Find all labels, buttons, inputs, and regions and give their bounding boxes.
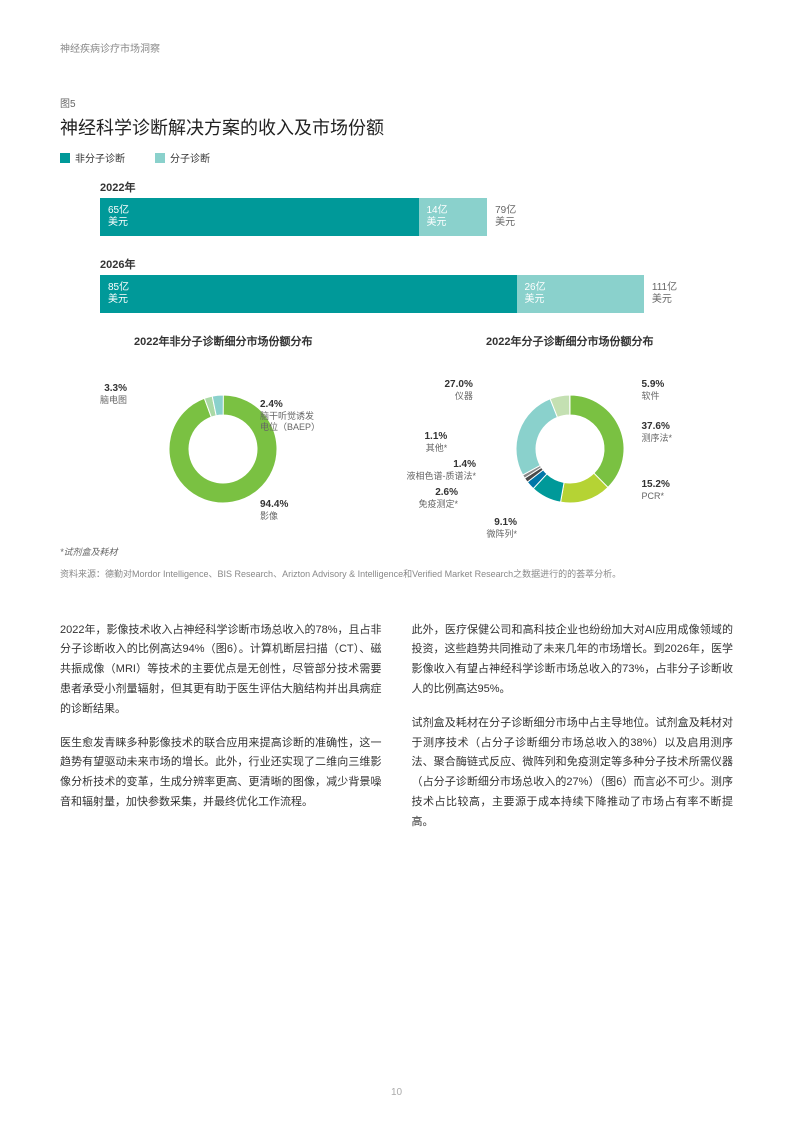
donut-slice-label: 2.4%脑干听觉诱发电位（BAEP）: [260, 399, 320, 433]
donut-slice-label: 9.1%微阵列*: [487, 517, 518, 540]
bar-year-label: 2022年: [100, 179, 733, 195]
legend-item: 非分子诊断: [60, 150, 125, 165]
donut-chart: 2022年非分子诊断细分市场份额分布 94.4%影像 2.4%脑干听觉诱发电位（BA…: [60, 333, 387, 539]
doc-header: 神经疾病诊疗市场洞察: [60, 40, 733, 55]
bar-year-group: 2026年 85亿美元26亿美元111亿美元: [100, 256, 733, 313]
figure-label: 图5: [60, 95, 733, 110]
legend-label: 分子诊断: [170, 150, 210, 165]
body-paragraph: 试剂盒及耗材在分子诊断细分市场中占主导地位。试剂盒及耗材对于测序技术（占分子诊断…: [412, 714, 734, 833]
donut-slice-label: 15.2%PCR*: [642, 479, 670, 502]
bar-segment: 65亿美元: [100, 198, 419, 236]
page-number: 10: [391, 1087, 402, 1098]
legend-swatch: [155, 153, 165, 163]
body-text: 2022年，影像技术收入占神经科学诊断市场总收入的78%，且占非分子诊断收入的比…: [60, 621, 733, 847]
chart-footnote: *试剂盒及耗材: [60, 545, 733, 558]
donut-title: 2022年非分子诊断细分市场份额分布: [60, 333, 387, 349]
donut-slice: [570, 395, 624, 487]
body-paragraph: 医生愈发青睐多种影像技术的联合应用来提高诊断的准确性，这一趋势有望驱动未来市场的…: [60, 734, 382, 813]
donut-wrap: 94.4%影像 2.4%脑干听觉诱发电位（BAEP） 3.3%脑电图: [60, 359, 387, 539]
donut-slice-label: 27.0%仪器: [445, 379, 473, 402]
body-column-left: 2022年，影像技术收入占神经科学诊断市场总收入的78%，且占非分子诊断收入的比…: [60, 621, 382, 847]
donut-chart: 2022年分子诊断细分市场份额分布 37.6%测序法* 15.2%PCR* 9.1%微…: [407, 333, 734, 539]
donut-slice-label: 1.1%其他*: [425, 431, 448, 454]
bar-segment: 26亿美元: [517, 275, 644, 313]
chart-source: 资料来源：德勤对Mordor Intelligence、BIS Research…: [60, 568, 733, 581]
donut-slice-label: 2.6%免疫测定*: [419, 487, 459, 510]
figure-5: 图5 神经科学诊断解决方案的收入及市场份额 非分子诊断 分子诊断 2022年 65亿…: [60, 95, 733, 581]
body-paragraph: 此外，医疗保健公司和高科技企业也纷纷加大对AI应用成像领域的投资，这些趋势共同推…: [412, 621, 734, 700]
donut-svg: [510, 389, 630, 509]
legend-swatch: [60, 153, 70, 163]
bar-segment: 85亿美元: [100, 275, 517, 313]
donut-charts-row: 2022年非分子诊断细分市场份额分布 94.4%影像 2.4%脑干听觉诱发电位（BA…: [60, 333, 733, 539]
chart-title: 神经科学诊断解决方案的收入及市场份额: [60, 114, 733, 140]
donut-slice-label: 37.6%测序法*: [642, 421, 673, 444]
bar-segment: 14亿美元: [419, 198, 488, 236]
bar-row: 85亿美元26亿美元111亿美元: [100, 275, 733, 313]
chart-legend: 非分子诊断 分子诊断: [60, 150, 733, 165]
body-paragraph: 2022年，影像技术收入占神经科学诊断市场总收入的78%，且占非分子诊断收入的比…: [60, 621, 382, 720]
bar-year-group: 2022年 65亿美元14亿美元79亿美元: [100, 179, 733, 236]
bar-row: 65亿美元14亿美元79亿美元: [100, 198, 733, 236]
donut-slice-label: 1.4%液相色谱-质谱法*: [407, 459, 477, 482]
bar-year-label: 2026年: [100, 256, 733, 272]
bar-total-label: 111亿美元: [644, 275, 677, 313]
donut-slice-label: 5.9%软件: [642, 379, 665, 402]
legend-item: 分子诊断: [155, 150, 210, 165]
stacked-bar-chart: 2022年 65亿美元14亿美元79亿美元 2026年 85亿美元26亿美元111亿美…: [60, 179, 733, 313]
donut-wrap: 37.6%测序法* 15.2%PCR* 9.1%微阵列* 2.6%免疫测定* 1.4%液…: [407, 359, 734, 539]
donut-slice: [516, 399, 557, 475]
donut-slice-label: 94.4%影像: [260, 499, 288, 522]
bar-total-label: 79亿美元: [487, 198, 516, 236]
body-column-right: 此外，医疗保健公司和高科技企业也纷纷加大对AI应用成像领域的投资，这些趋势共同推…: [412, 621, 734, 847]
legend-label: 非分子诊断: [75, 150, 125, 165]
donut-slice-label: 3.3%脑电图: [100, 383, 127, 406]
donut-title: 2022年分子诊断细分市场份额分布: [407, 333, 734, 349]
